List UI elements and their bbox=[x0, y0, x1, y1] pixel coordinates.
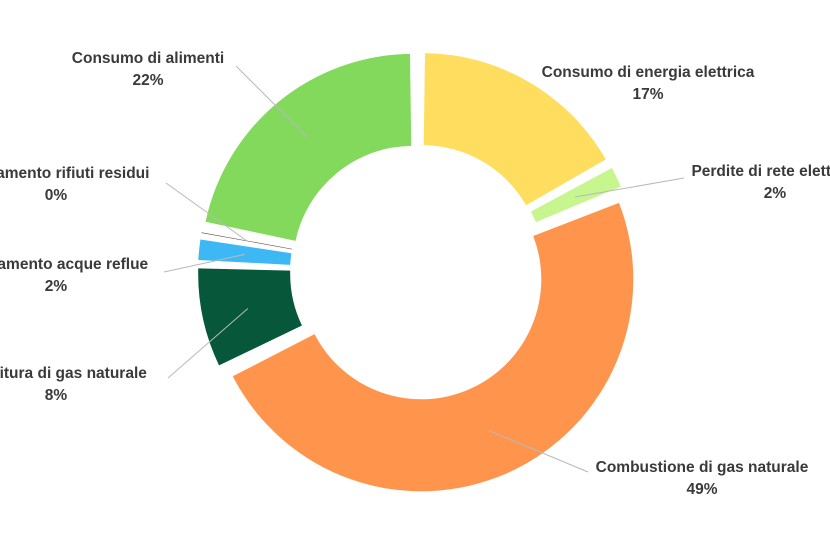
slice-4 bbox=[198, 239, 292, 265]
slice-1 bbox=[530, 168, 621, 223]
slice-3 bbox=[198, 268, 302, 366]
chart-labels: Consumo di energia elettrica 17% Perdite d… bbox=[0, 50, 830, 498]
leader-line-2 bbox=[489, 430, 589, 473]
slice-label-6: Consumo di alimenti bbox=[72, 50, 224, 67]
slice-value-1: 2% bbox=[764, 185, 787, 202]
slice-label-0: Consumo di energia elettrica bbox=[542, 64, 755, 81]
slice-value-2: 49% bbox=[686, 481, 717, 498]
slice-label-4: Trattamento acque reflue bbox=[0, 256, 149, 273]
leader-line-6 bbox=[235, 65, 308, 138]
slice-value-6: 22% bbox=[132, 72, 163, 89]
slice-label-5: Trattamento rifiuti residui bbox=[0, 165, 149, 182]
slice-label-2: Combustione di gas naturale bbox=[596, 459, 809, 476]
slice-label-1: Perdite di rete elettrica bbox=[691, 163, 830, 180]
slice-0 bbox=[423, 53, 606, 206]
slice-value-4: 2% bbox=[45, 278, 68, 295]
slice-value-5: 0% bbox=[45, 187, 68, 204]
slice-label-3: Fornitura di gas naturale bbox=[0, 365, 147, 382]
chart-slices bbox=[198, 53, 634, 492]
leader-line-1 bbox=[574, 177, 685, 198]
slice-2 bbox=[232, 202, 634, 492]
slice-value-0: 17% bbox=[632, 86, 663, 103]
slice-value-3: 8% bbox=[45, 387, 68, 404]
leader-line-3 bbox=[167, 308, 249, 379]
chart-leader-lines bbox=[163, 65, 685, 473]
leader-line-5 bbox=[165, 182, 248, 242]
leader-line-4 bbox=[163, 253, 246, 273]
slice-6 bbox=[205, 53, 412, 241]
